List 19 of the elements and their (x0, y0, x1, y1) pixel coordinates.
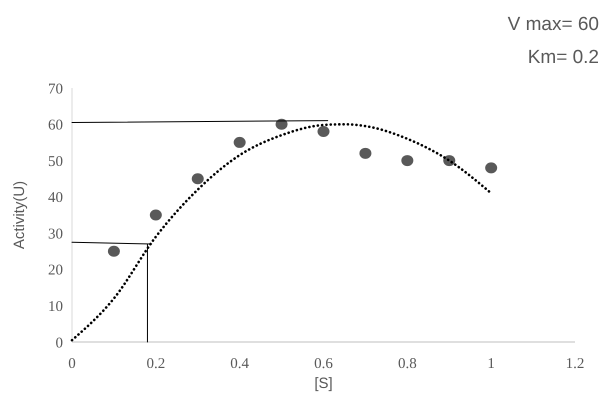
y-axis-title: Activity(U) (11, 180, 28, 250)
y-tick-label: 70 (48, 81, 63, 98)
y-tick-label: 0 (56, 335, 63, 352)
y-tick-label: 20 (48, 262, 63, 279)
x-tick-label: 0.8 (398, 356, 417, 372)
x-tick-label: 0.6 (314, 356, 334, 372)
y-tick-label: 30 (48, 226, 63, 242)
x-axis-title: [S] (314, 375, 333, 392)
y-tick-label: 10 (48, 298, 63, 315)
y-tick-label: 50 (48, 154, 63, 170)
text: Km= 0.2 (528, 47, 599, 68)
y-tick-label: 40 (48, 190, 63, 206)
x-tick-label: 1 (487, 356, 495, 372)
y-tick-label: 60 (48, 118, 63, 134)
x-tick-label: 1.2 (566, 356, 584, 372)
text: V max= 60 (508, 14, 599, 35)
x-tick-label: 0.2 (146, 356, 166, 372)
x-tick-label: 0 (68, 356, 76, 372)
x-tick-label: 0.4 (230, 356, 250, 372)
